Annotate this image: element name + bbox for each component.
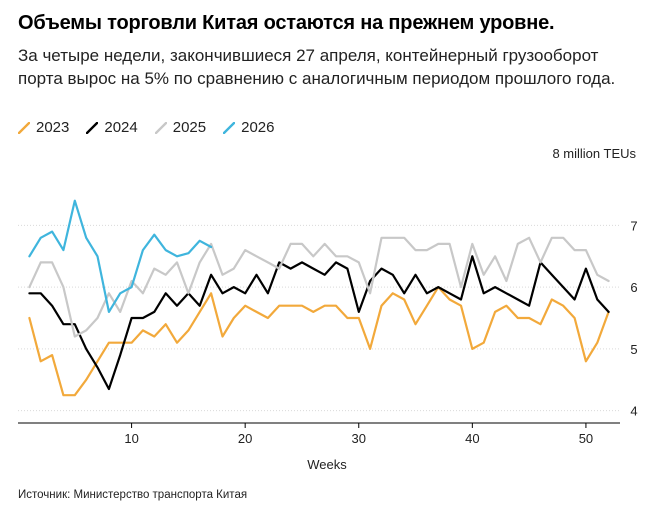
x-axis-title: Weeks xyxy=(307,457,347,472)
y-tick-label-5: 5 xyxy=(630,342,637,357)
legend-label-2024: 2024 xyxy=(104,119,138,136)
legend-label-2026: 2026 xyxy=(241,119,275,136)
legend-item-2023: 2023 xyxy=(18,119,69,136)
source-note: Источник: Министерство транспорта Китая xyxy=(18,489,248,501)
x-tick-label-10: 10 xyxy=(124,431,138,446)
chart-title: Объемы торговли Китая остаются на прежне… xyxy=(18,12,555,34)
x-tick-label-20: 20 xyxy=(238,431,252,446)
y-tick-label-6: 6 xyxy=(630,280,637,295)
legend: 2023 2024 2025 2026 xyxy=(18,119,275,136)
x-tick-label-30: 30 xyxy=(352,431,366,446)
legend-item-2025: 2025 xyxy=(154,119,207,136)
x-tick-label-50: 50 xyxy=(579,431,593,446)
legend-label-2025: 2025 xyxy=(172,119,207,136)
series-line-2025 xyxy=(28,236,610,338)
legend-swatch-2024-icon xyxy=(86,121,99,134)
y-axis-unit-label: 8 million TEUs xyxy=(552,146,636,161)
series-line-2024 xyxy=(28,255,610,391)
legend-swatch-2025-icon xyxy=(154,121,167,134)
y-tick-label-4: 4 xyxy=(630,404,637,419)
legend-item-2026: 2026 xyxy=(223,119,275,136)
x-tick-label-40: 40 xyxy=(465,431,479,446)
legend-item-2024: 2024 xyxy=(86,119,138,136)
chart-subtitle: За четыре недели, закончившиеся 27 апрел… xyxy=(18,46,616,88)
series-line-2026 xyxy=(28,199,213,313)
legend-label-2023: 2023 xyxy=(36,119,70,136)
series-line-2023 xyxy=(28,286,610,397)
legend-swatch-2026-icon xyxy=(223,121,236,134)
legend-swatch-2023-icon xyxy=(18,121,30,134)
y-tick-label-7: 7 xyxy=(630,218,637,233)
